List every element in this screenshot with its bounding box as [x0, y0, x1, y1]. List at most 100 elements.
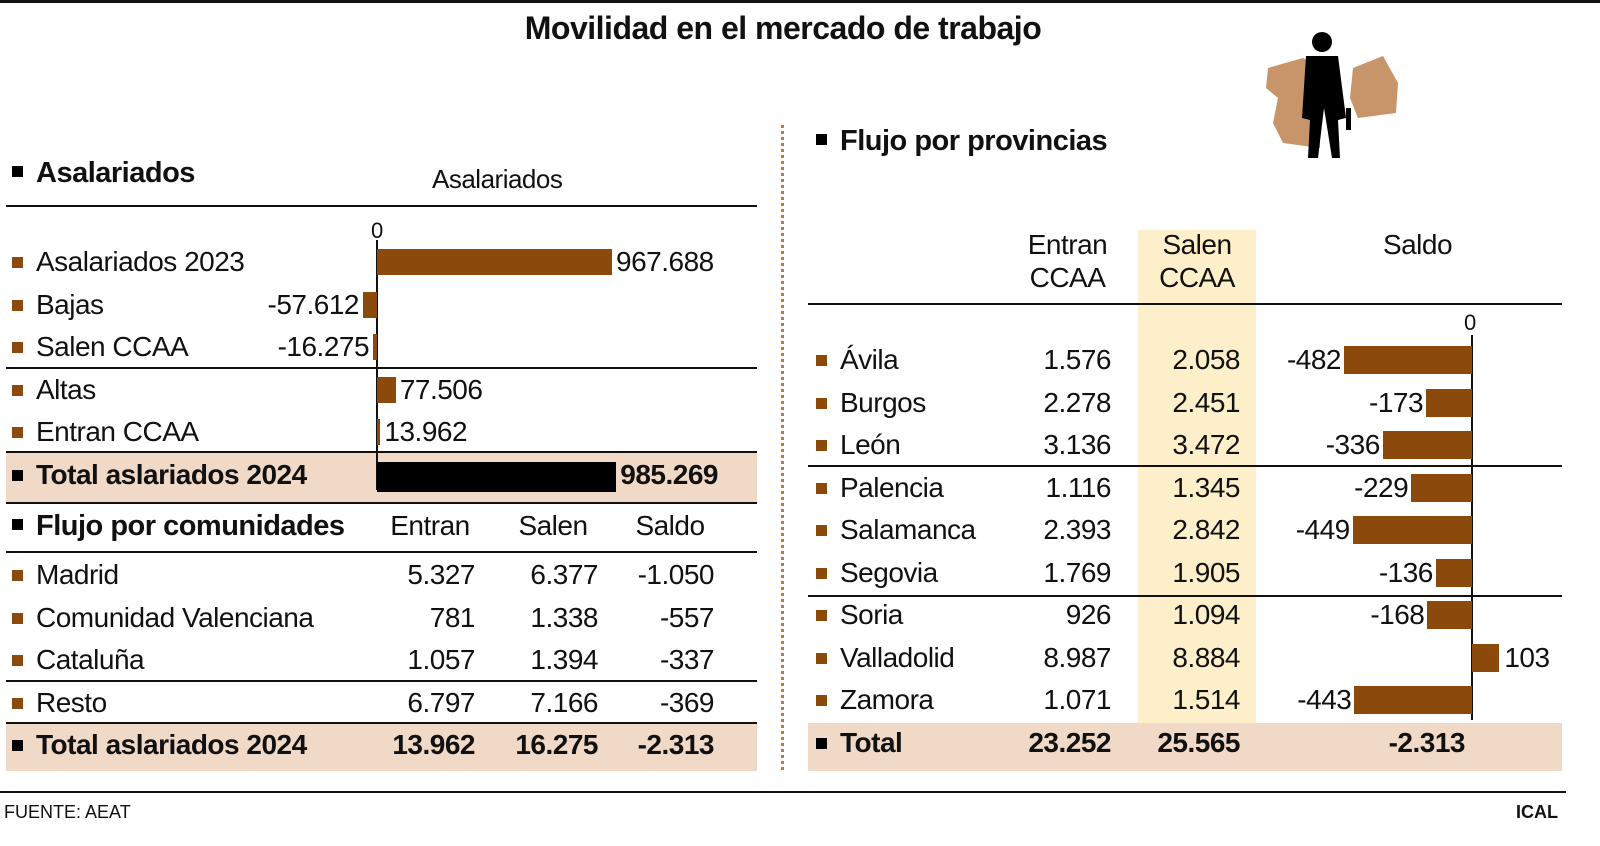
- section-marker: [12, 519, 23, 530]
- bar: [377, 461, 617, 492]
- salen-cell: 7.166: [530, 686, 598, 718]
- salen-cell: 1.338: [530, 601, 598, 633]
- saldo-bar: [1352, 516, 1472, 544]
- value-label: 967.688: [616, 246, 714, 277]
- zero-axis: [1471, 335, 1473, 720]
- region-name: Comunidad Valenciana: [36, 601, 314, 633]
- province-name: León: [840, 429, 901, 460]
- entran-cell: 2.393: [1043, 514, 1111, 545]
- bar: [363, 291, 377, 318]
- rule: [808, 303, 1562, 305]
- row-marker: [816, 610, 827, 621]
- entran-cell: 781: [429, 601, 476, 633]
- row-marker: [12, 427, 23, 438]
- province-name: Palencia: [840, 471, 944, 503]
- category-label: Entran CCAA: [36, 416, 199, 447]
- entran-cell: 1.071: [1043, 684, 1111, 715]
- province-name: Zamora: [840, 684, 934, 715]
- row-marker: [12, 384, 23, 396]
- col-header-entran-ccaa: Entran CCAA: [1010, 230, 1125, 293]
- row-marker: [12, 655, 23, 666]
- entran-cell: 3.136: [1043, 429, 1111, 460]
- rule: [6, 502, 757, 504]
- provincias-section-title: Flujo por provincias: [840, 125, 1108, 157]
- worker-map-illustration: [1266, 32, 1398, 158]
- saldo-bar: [1382, 431, 1472, 459]
- entran-total: 23.252: [1028, 727, 1111, 758]
- entran-cell: 13.962: [392, 729, 475, 760]
- section-marker: [816, 134, 827, 145]
- rule: [6, 551, 757, 553]
- row-marker: [12, 469, 23, 481]
- zero-tick-label: 0: [371, 218, 384, 243]
- header-line: CCAA: [1029, 262, 1106, 293]
- row-marker: [816, 440, 827, 451]
- saldo-bar: [1435, 558, 1472, 587]
- row-marker: [816, 355, 827, 366]
- brand-logo: ICAL: [1516, 802, 1558, 822]
- rule: [808, 595, 1562, 597]
- col-header-salen: Salen: [518, 510, 588, 541]
- saldo-cell: -369: [659, 686, 715, 718]
- source-note: FUENTE: AEAT: [4, 802, 131, 822]
- salen-cell: 1.905: [1172, 556, 1240, 588]
- entran-cell: 926: [1065, 599, 1112, 630]
- comunidades-section-title: Flujo por comunidades: [36, 510, 345, 542]
- province-name: Valladolid: [840, 641, 955, 673]
- rule: [6, 451, 757, 453]
- row-marker: [12, 570, 23, 581]
- province-name: Segovia: [840, 556, 938, 588]
- row-marker: [816, 695, 827, 706]
- salen-total: 25.565: [1157, 727, 1240, 758]
- row-marker: [816, 397, 827, 409]
- section-marker: [12, 166, 23, 177]
- saldo-label: -173: [1369, 386, 1424, 418]
- salen-cell: 1.094: [1172, 599, 1240, 630]
- region-name: Cataluña: [36, 644, 145, 675]
- rule: [6, 367, 757, 369]
- salen-column-highlight: [1138, 230, 1256, 723]
- salen-cell: 2.058: [1172, 344, 1240, 375]
- saldo-label: -136: [1378, 556, 1434, 588]
- saldo-bar: [1426, 388, 1472, 417]
- header-line: CCAA: [1159, 262, 1235, 293]
- bar: [373, 334, 377, 360]
- saldo-label: 103: [1504, 641, 1550, 673]
- salen-cell: 6.377: [530, 559, 598, 590]
- entran-cell: 2.278: [1043, 386, 1111, 418]
- salen-cell: 1.394: [530, 644, 598, 675]
- asalariados-section-title: Asalariados: [36, 157, 195, 189]
- header-line: Salen: [1162, 229, 1232, 260]
- chart-title: Asalariados: [432, 164, 563, 194]
- saldo-label: -168: [1370, 599, 1425, 630]
- region-name: Madrid: [36, 559, 119, 590]
- row-marker: [816, 738, 827, 749]
- row-marker: [12, 342, 23, 353]
- category-label: Altas: [36, 373, 96, 405]
- saldo-bar: [1411, 473, 1472, 502]
- bar: [377, 249, 612, 275]
- saldo-bar: [1427, 601, 1472, 629]
- header-line: Entran: [1027, 229, 1108, 260]
- saldo-bar: [1472, 643, 1500, 672]
- saldo-label: -336: [1325, 429, 1381, 460]
- total-label: Total: [840, 727, 903, 758]
- zero-tick-label: 0: [1464, 310, 1477, 335]
- value-label: -16.275: [277, 331, 370, 362]
- total-band: [808, 723, 1562, 771]
- col-header-salen-ccaa: Salen CCAA: [1138, 230, 1256, 293]
- salen-cell: 1.345: [1172, 471, 1240, 503]
- value-label: 13.962: [384, 416, 468, 447]
- entran-cell: 8.987: [1043, 641, 1111, 673]
- value-label: 985.269: [620, 458, 718, 490]
- salen-cell: 8.884: [1172, 641, 1240, 673]
- saldo-label: -449: [1295, 514, 1351, 545]
- province-name: Salamanca: [840, 514, 976, 545]
- saldo-bar: [1344, 346, 1472, 374]
- saldo-cell: -1.050: [637, 559, 715, 590]
- category-label: Asalariados 2023: [36, 246, 245, 277]
- page-title: Movilidad en el mercado de trabajo: [524, 10, 1042, 46]
- category-label: Total aslariados 2024: [36, 458, 307, 490]
- bar: [377, 419, 381, 445]
